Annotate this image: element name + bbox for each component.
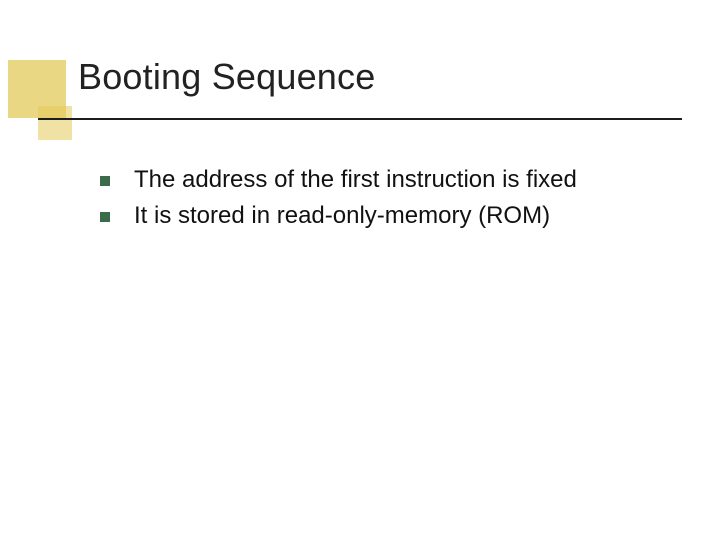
title-underline (38, 118, 682, 120)
slide-title: Booting Sequence (78, 56, 375, 98)
list-item: The address of the first instruction is … (100, 164, 680, 196)
bullet-list: The address of the first instruction is … (100, 164, 680, 235)
list-item: It is stored in read-only-memory (ROM) (100, 200, 680, 232)
accent-square-small (38, 106, 72, 140)
